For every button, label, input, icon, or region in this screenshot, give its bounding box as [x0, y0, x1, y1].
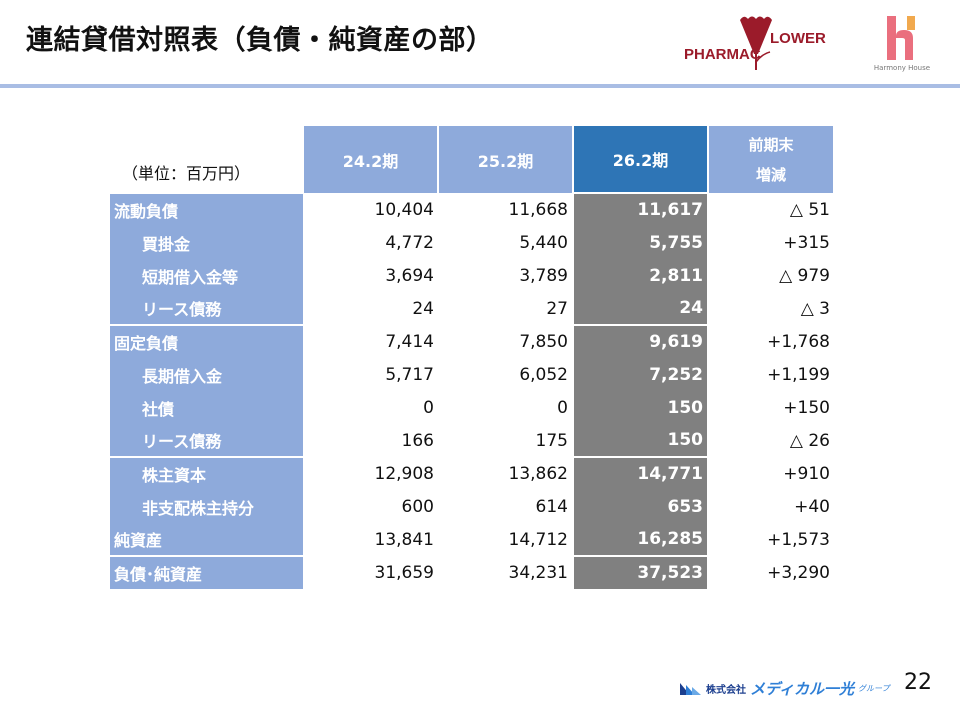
- flower-icon: [740, 16, 772, 70]
- company-group: グループ: [857, 683, 890, 693]
- harmony-house-caption: Harmony House: [873, 64, 931, 72]
- value-fy24: 4,772: [385, 232, 434, 253]
- logo-text-left: PHARMAC: [684, 46, 761, 63]
- value-fy25: 34,231: [508, 562, 568, 583]
- table-row: 株主資本 12,908 13,862 14,771 +910: [110, 456, 834, 490]
- value-fy24: 7,414: [385, 331, 434, 352]
- row-label: 純資産: [110, 523, 303, 556]
- column-header-fy25: 25.2期: [437, 126, 574, 193]
- value-fy25: 0: [557, 397, 568, 418]
- table-row: 純資産 13,841 14,712 16,285 +1,573: [110, 523, 834, 556]
- value-fy26: 37,523: [572, 555, 709, 589]
- value-fy25: 3,789: [519, 265, 568, 286]
- table-row: 社債 0 0 150 +150: [110, 391, 834, 424]
- value-fy26: 5,755: [572, 226, 709, 259]
- value-fy26: 24: [572, 292, 709, 325]
- value-diff: △ 979: [779, 265, 830, 286]
- value-fy26: 653: [572, 490, 709, 523]
- value-fy24: 10,404: [374, 199, 434, 220]
- value-fy24: 166: [401, 430, 434, 451]
- value-fy26: 150: [572, 424, 709, 457]
- table-row: 負債･純資産 31,659 34,231 37,523 +3,290: [110, 555, 834, 589]
- row-label: リース債務: [110, 424, 303, 457]
- value-fy24: 31,659: [374, 562, 434, 583]
- company-footer-logo: 株式会社 メディカル一光 グループ: [680, 678, 889, 698]
- value-fy25: 27: [546, 298, 568, 319]
- row-label: 固定負債: [110, 324, 303, 358]
- value-fy24: 13,841: [374, 529, 434, 550]
- table-row: 固定負債 7,414 7,850 9,619 +1,768: [110, 324, 834, 358]
- value-diff: +1,573: [767, 529, 830, 550]
- value-diff: +315: [783, 232, 830, 253]
- value-diff: +40: [794, 496, 830, 517]
- value-fy26: 7,252: [572, 358, 709, 391]
- table-row: リース債務 166 175 150 △ 26: [110, 424, 834, 457]
- unit-label: （単位：百万円）: [122, 164, 251, 183]
- row-label: リース債務: [110, 292, 303, 325]
- column-header-diff: 前期末 増減: [707, 126, 835, 193]
- row-label: 流動負債: [110, 192, 303, 226]
- value-fy26: 14,771: [572, 456, 709, 490]
- table-row: 流動負債 10,404 11,668 11,617 △ 51: [110, 192, 834, 226]
- value-diff: +1,199: [767, 364, 830, 385]
- value-diff: △ 3: [800, 298, 830, 319]
- value-fy24: 0: [423, 397, 434, 418]
- table-row: 長期借入金 5,717 6,052 7,252 +1,199: [110, 358, 834, 391]
- value-fy26: 16,285: [572, 523, 709, 556]
- value-fy25: 7,850: [519, 331, 568, 352]
- row-label: 負債･純資産: [110, 555, 303, 589]
- value-fy26: 9,619: [572, 324, 709, 358]
- logo-text-right: LOWER: [770, 30, 826, 47]
- mountain-icon: [680, 683, 701, 695]
- value-fy26: 2,811: [572, 259, 709, 292]
- diff-header-line1: 前期末: [748, 135, 794, 154]
- row-label: 株主資本: [110, 456, 303, 490]
- value-fy25: 175: [535, 430, 568, 451]
- value-diff: +150: [783, 397, 830, 418]
- company-brand: メディカル一光: [750, 679, 854, 698]
- balance-sheet-table: 24.2期 25.2期 26.2期 前期末 増減 流動負債 10,404 11,…: [110, 126, 835, 589]
- harmony-h-icon: [887, 16, 915, 60]
- value-fy25: 5,440: [519, 232, 568, 253]
- value-fy24: 600: [401, 496, 434, 517]
- column-header-fy24: 24.2期: [302, 126, 439, 193]
- value-fy25: 6,052: [519, 364, 568, 385]
- table-header-row: 24.2期 25.2期 26.2期 前期末 増減: [110, 126, 835, 193]
- value-diff: △ 51: [789, 199, 830, 220]
- page-title: 連結貸借対照表（負債・純資産の部）: [26, 25, 494, 56]
- company-prefix: 株式会社: [706, 684, 746, 696]
- value-fy26: 11,617: [572, 192, 709, 226]
- value-diff: +3,290: [767, 562, 830, 583]
- pharmacy-flower-logo: PHARMAC LOWER: [684, 14, 844, 74]
- value-diff: +910: [783, 463, 830, 484]
- page-number: 22: [904, 670, 932, 695]
- value-fy25: 14,712: [508, 529, 568, 550]
- header-divider: [0, 84, 960, 88]
- row-label: 短期借入金等: [110, 259, 303, 292]
- value-fy25: 13,862: [508, 463, 568, 484]
- value-diff: △ 26: [789, 430, 830, 451]
- value-fy24: 3,694: [385, 265, 434, 286]
- value-fy24: 24: [412, 298, 434, 319]
- value-fy25: 11,668: [508, 199, 568, 220]
- row-label: 長期借入金: [110, 358, 303, 391]
- harmony-house-logo: Harmony House: [862, 14, 942, 74]
- value-fy26: 150: [572, 391, 709, 424]
- diff-header-line2: 増減: [755, 165, 786, 184]
- header-blank: [110, 126, 303, 193]
- row-label: 社債: [110, 391, 303, 424]
- table-row: 買掛金 4,772 5,440 5,755 +315: [110, 226, 834, 259]
- value-fy24: 12,908: [374, 463, 434, 484]
- row-label: 非支配株主持分: [110, 490, 303, 523]
- value-fy25: 614: [535, 496, 568, 517]
- table-row: リース債務 24 27 24 △ 3: [110, 292, 834, 325]
- table-row: 非支配株主持分 600 614 653 +40: [110, 490, 834, 523]
- value-fy24: 5,717: [385, 364, 434, 385]
- value-diff: +1,768: [767, 331, 830, 352]
- table-row: 短期借入金等 3,694 3,789 2,811 △ 979: [110, 259, 834, 292]
- row-label: 買掛金: [110, 226, 303, 259]
- column-header-fy26: 26.2期: [572, 126, 709, 193]
